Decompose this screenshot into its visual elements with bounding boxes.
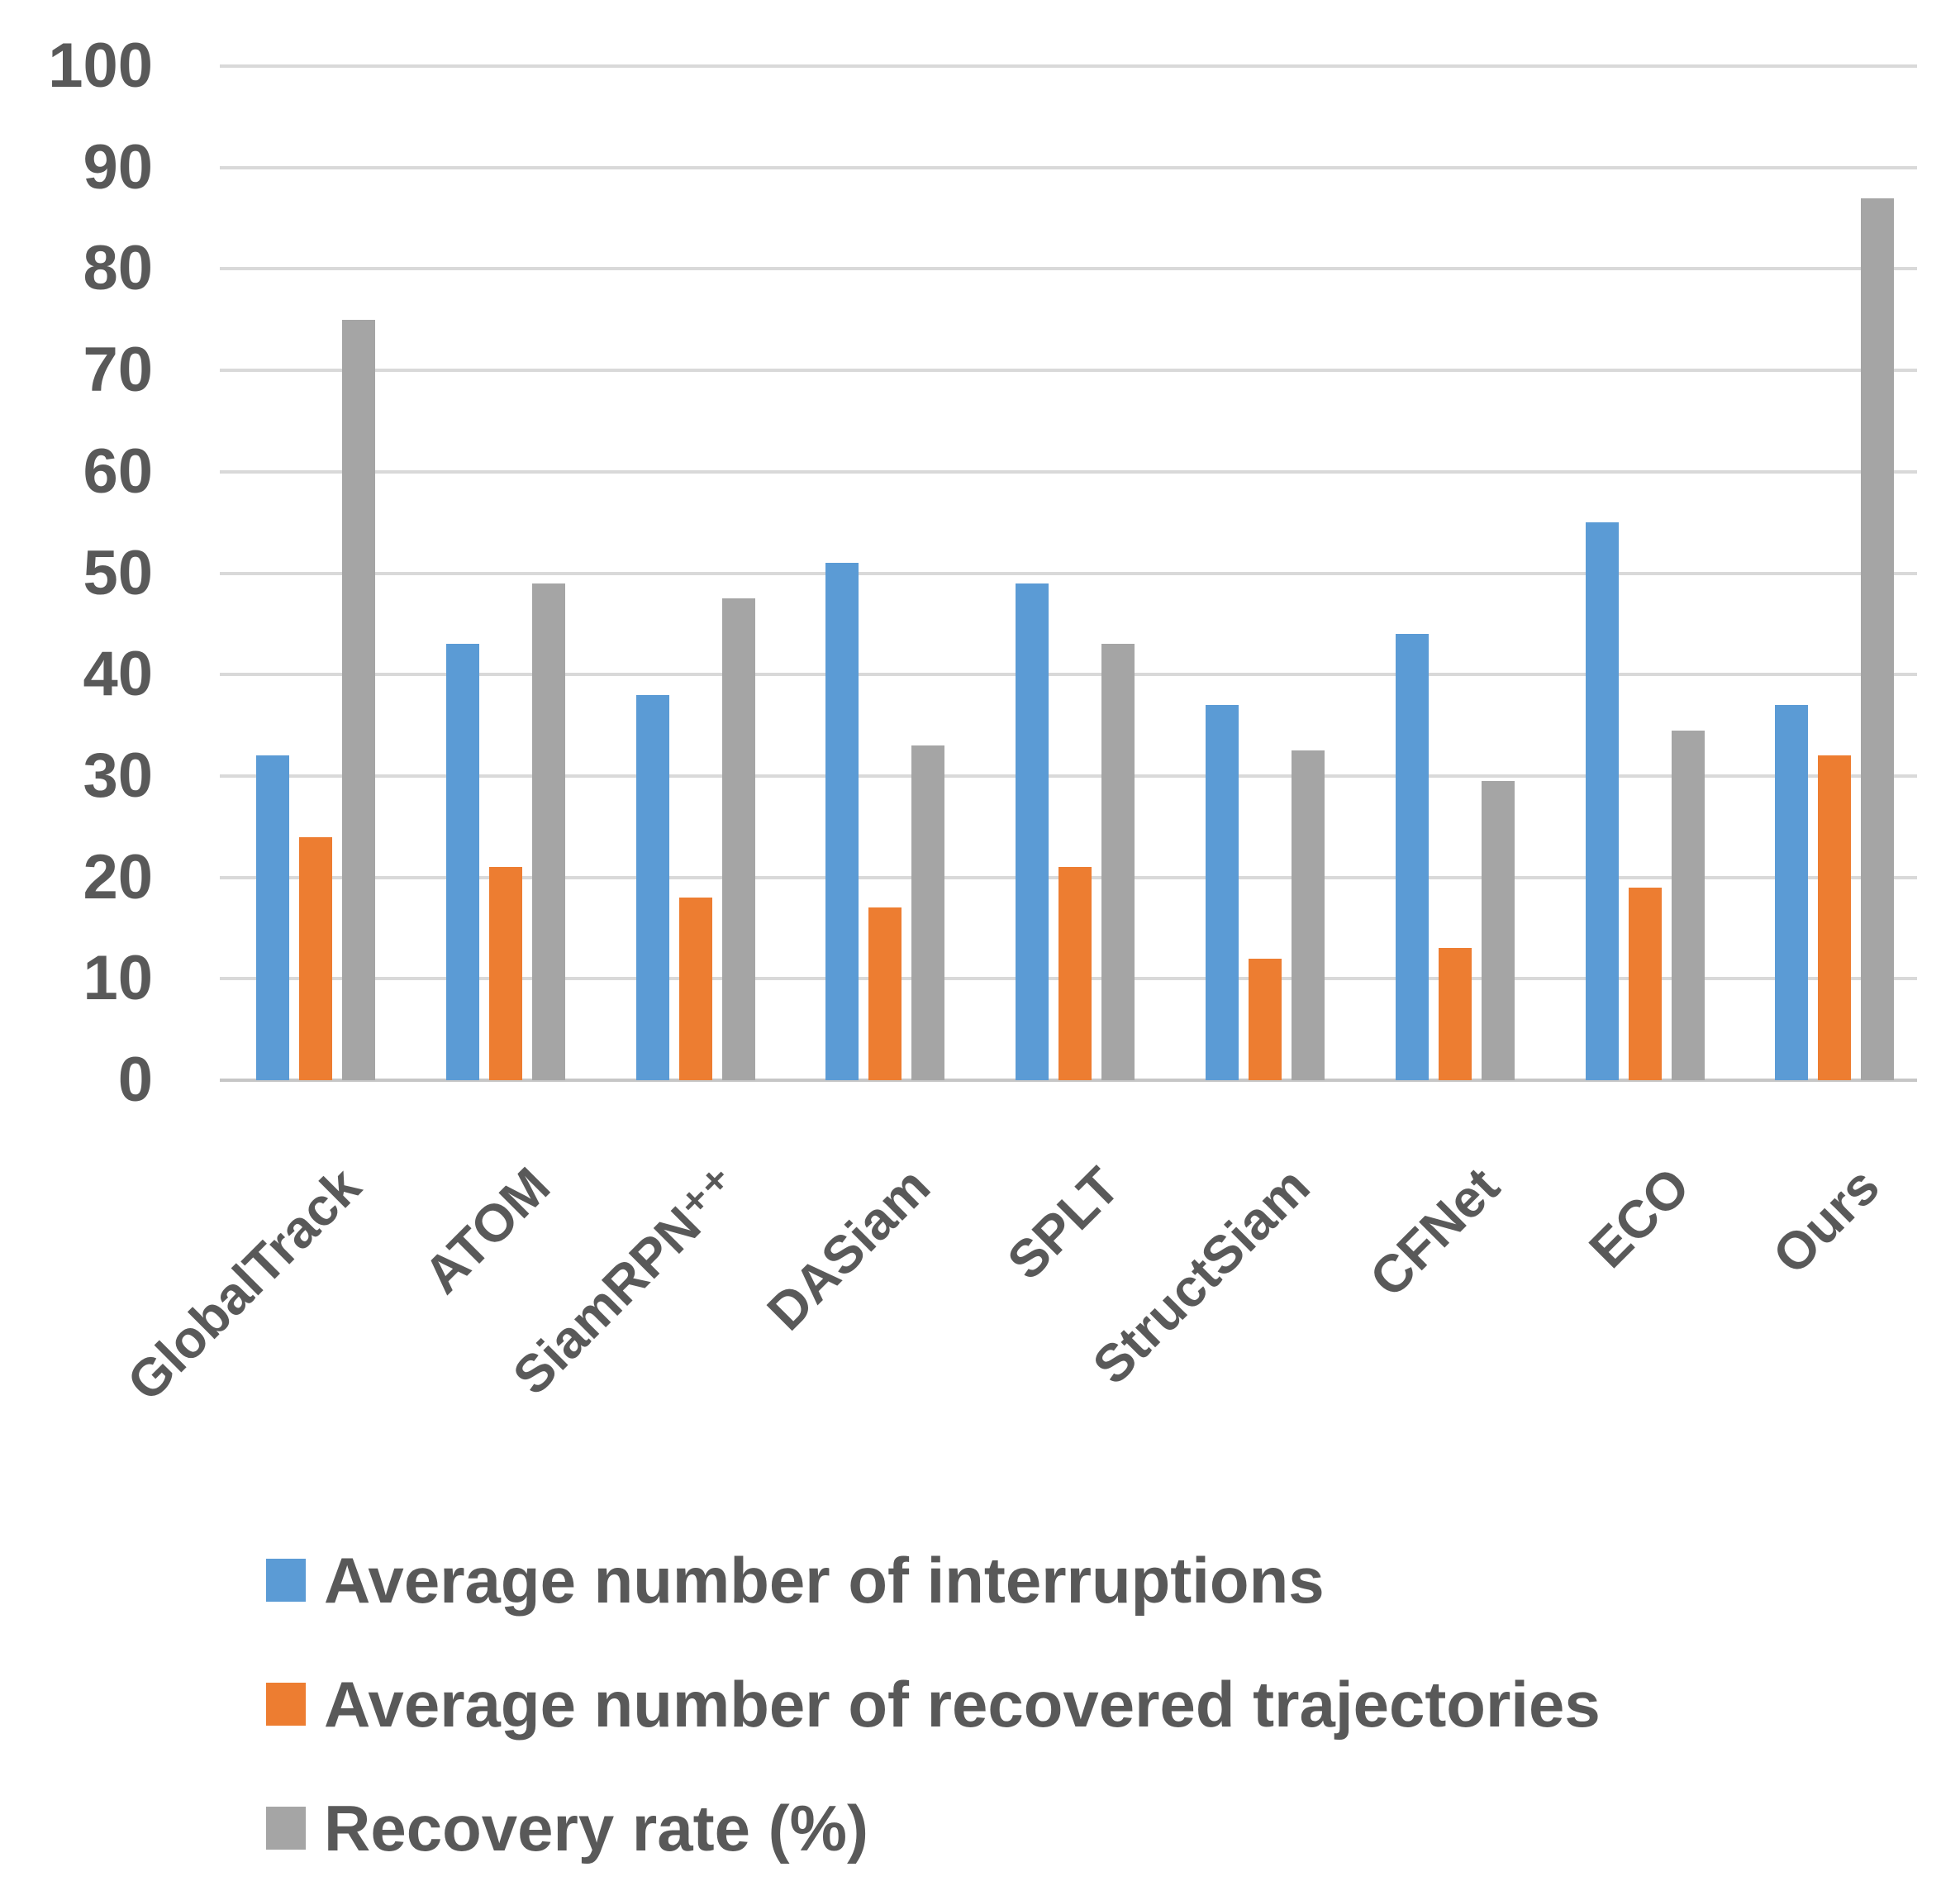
bar <box>1292 750 1325 1080</box>
bar <box>911 745 945 1080</box>
bar <box>1395 634 1429 1080</box>
bar <box>1058 867 1092 1080</box>
bar <box>445 644 479 1080</box>
gridline <box>220 774 1917 778</box>
y-tick-label: 40 <box>83 639 153 710</box>
gridline <box>220 64 1917 68</box>
bar <box>1671 730 1705 1080</box>
bar <box>825 563 859 1080</box>
legend-swatch <box>266 1807 306 1850</box>
bar <box>1249 958 1282 1080</box>
x-category-label: GlobalTrack <box>115 1155 372 1412</box>
gridline <box>220 165 1917 169</box>
bar <box>1775 705 1809 1080</box>
bar <box>1818 755 1852 1080</box>
bar <box>1481 781 1515 1080</box>
bar <box>868 907 902 1080</box>
legend-label: Average number of interruptions <box>324 1544 1325 1617</box>
bar <box>256 755 289 1080</box>
bar <box>342 319 375 1080</box>
x-axis-line <box>220 1079 1917 1082</box>
x-category-label: SPLT <box>996 1155 1131 1291</box>
gridline <box>220 369 1917 373</box>
bar <box>635 694 669 1080</box>
bar <box>1206 705 1239 1080</box>
legend-swatch <box>266 1683 306 1726</box>
y-tick-label: 10 <box>83 943 153 1014</box>
y-tick-label: 80 <box>83 233 153 304</box>
legend-swatch <box>266 1559 306 1602</box>
bar <box>1016 583 1049 1080</box>
y-tick-label: 0 <box>117 1045 153 1115</box>
gridline <box>220 469 1917 474</box>
bar <box>1101 644 1135 1080</box>
bar <box>1861 198 1895 1080</box>
y-tick-label: 100 <box>48 31 153 101</box>
legend-label: Recovery rate (%) <box>324 1792 868 1865</box>
y-tick-label: 90 <box>83 131 153 202</box>
bar <box>1585 522 1619 1080</box>
gridline <box>220 267 1917 271</box>
x-category-label: ATOM <box>412 1155 562 1305</box>
bar <box>721 598 755 1080</box>
x-category-label: CFNet <box>1358 1155 1511 1308</box>
bar <box>488 867 522 1080</box>
bar <box>1438 948 1472 1080</box>
bar <box>299 836 332 1080</box>
x-category-label: DASiam <box>755 1155 942 1342</box>
y-tick-label: 30 <box>83 740 153 811</box>
x-category-label: Ours <box>1761 1155 1891 1286</box>
bar <box>531 583 565 1080</box>
bar <box>678 898 712 1080</box>
x-category-label: ECO <box>1577 1155 1701 1279</box>
y-tick-label: 60 <box>83 436 153 507</box>
legend-label: Average number of recovered trajectories <box>324 1668 1601 1741</box>
bar <box>1628 887 1662 1080</box>
gridline <box>220 673 1917 677</box>
y-tick-label: 20 <box>83 841 153 912</box>
y-tick-label: 50 <box>83 537 153 608</box>
gridline <box>220 571 1917 575</box>
y-tick-label: 70 <box>83 335 153 406</box>
